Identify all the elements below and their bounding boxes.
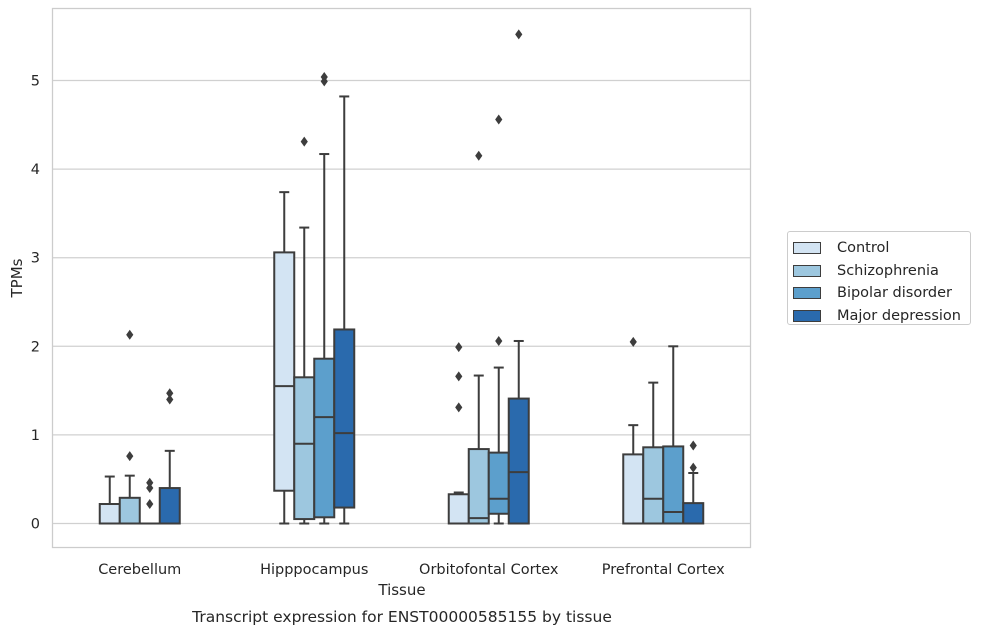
outlier-point (146, 499, 154, 510)
y-tick-label: 3 (31, 251, 40, 267)
legend-label: Control (837, 240, 890, 257)
outlier-point (320, 71, 328, 82)
outlier-point (166, 394, 174, 405)
box-bipolar-disorder (487, 114, 510, 525)
outlier-point (515, 29, 523, 40)
legend-item: Bipolar disorder (793, 282, 970, 305)
outlier-point (475, 150, 483, 161)
box-major-depression (333, 95, 356, 525)
box-control (273, 191, 296, 525)
box-iqr (333, 328, 356, 509)
legend-item: Major depression (793, 305, 970, 328)
legend-item: Control (793, 237, 970, 260)
outlier-point (126, 329, 134, 340)
y-axis-ticks: 0 1 2 3 4 5 (31, 74, 40, 533)
box-schizophrenia (118, 329, 141, 525)
chart-title: Transcript expression for ENST0000058515… (191, 608, 612, 626)
x-axis-label: Tissue (377, 581, 425, 599)
x-axis-ticks: Cerebellum Hipppocampus Orbitofontal Corte… (98, 562, 725, 578)
legend-label: Bipolar disorder (837, 285, 952, 302)
box-iqr (158, 487, 181, 525)
y-axis-label: TPMs (8, 258, 26, 298)
x-tick-label: Prefrontal Cortex (602, 562, 725, 578)
box-iqr (487, 451, 510, 515)
box-iqr (313, 357, 336, 519)
legend-swatch (793, 287, 821, 300)
box-iqr (273, 251, 296, 492)
outlier-point (166, 388, 174, 399)
box-schizophrenia (467, 150, 490, 525)
box-iqr (622, 453, 645, 525)
box-iqr (642, 446, 665, 525)
box-iqr (507, 397, 530, 525)
box-schizophrenia (293, 136, 316, 525)
box-bipolar-disorder (313, 71, 336, 525)
box-major-depression (682, 440, 705, 525)
box-major-depression (158, 388, 181, 525)
x-tick-label: Hipppocampus (260, 562, 368, 578)
box-control (98, 475, 121, 525)
legend-label: Major depression (837, 307, 961, 324)
box-schizophrenia (642, 381, 665, 525)
box-iqr (467, 448, 490, 525)
box-iqr (118, 496, 141, 525)
y-tick-label: 4 (31, 162, 40, 178)
legend-swatch (793, 264, 821, 277)
outlier-point (126, 451, 134, 462)
box-iqr (447, 493, 470, 525)
box-control (622, 336, 645, 525)
x-tick-label: Orbitofontal Cortex (419, 562, 559, 578)
outlier-point (455, 342, 463, 353)
outlier-point (455, 402, 463, 413)
outlier-point (689, 462, 697, 473)
outlier-point (689, 440, 697, 451)
box-series (98, 29, 705, 525)
y-tick-label: 0 (31, 517, 40, 533)
legend-item: Schizophrenia (793, 260, 970, 283)
outlier-point (300, 136, 308, 147)
legend: Control Schizophrenia Bipolar disorder Majo… (787, 231, 971, 325)
box-major-depression (507, 29, 530, 525)
outlier-point (455, 371, 463, 382)
outlier-point (495, 114, 503, 125)
outlier-point (629, 336, 637, 347)
plot-area-frame (51, 7, 752, 549)
box-iqr (682, 502, 705, 525)
outlier-point (146, 483, 154, 494)
box-bipolar-disorder (138, 477, 161, 525)
box-iqr (293, 376, 316, 521)
box-bipolar-disorder (662, 345, 685, 525)
legend-swatch (793, 242, 821, 255)
x-tick-label: Cerebellum (98, 562, 181, 578)
outlier-point (495, 335, 503, 346)
y-tick-label: 1 (31, 428, 40, 444)
y-tick-label: 5 (31, 74, 40, 90)
box-control (447, 342, 470, 525)
legend-swatch (793, 309, 821, 322)
outlier-point (146, 477, 154, 488)
y-tick-label: 2 (31, 339, 40, 355)
legend-label: Schizophrenia (837, 262, 939, 279)
box-iqr (98, 503, 121, 525)
box-iqr (662, 445, 685, 525)
